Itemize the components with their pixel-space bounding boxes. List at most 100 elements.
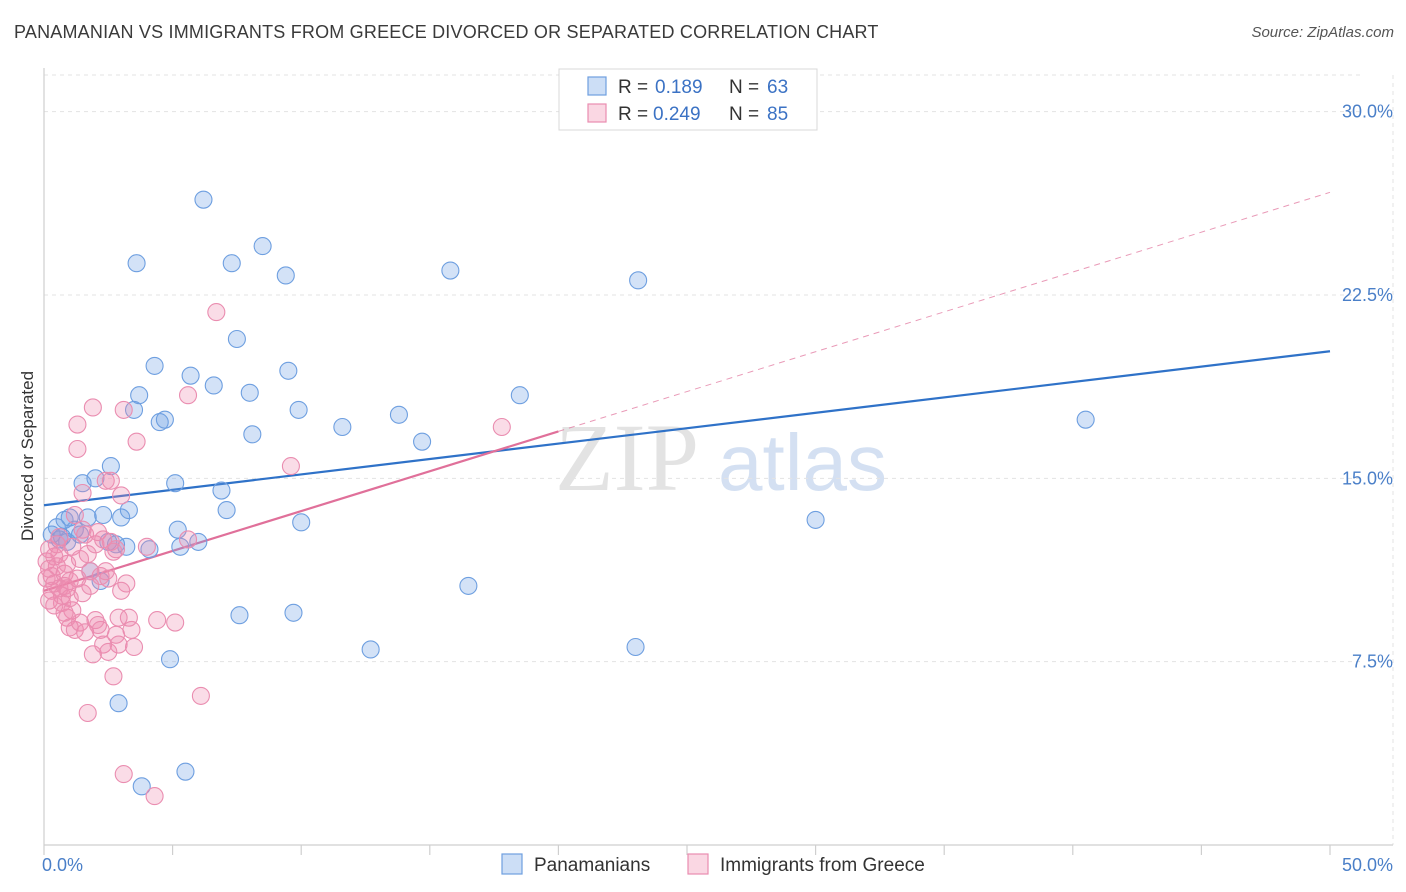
point-blue — [1076, 410, 1095, 429]
point-pink — [99, 569, 118, 588]
point-pink — [112, 486, 131, 505]
point-pink — [73, 520, 92, 539]
bottom-legend-swatch-blue — [501, 853, 523, 875]
point-blue — [222, 254, 241, 273]
point-blue — [806, 510, 825, 529]
point-blue — [629, 271, 648, 290]
legend-r-label-2: R = — [618, 104, 648, 125]
point-pink — [50, 527, 69, 547]
legend-n-value-1: 63 — [767, 77, 788, 98]
point-pink — [40, 591, 59, 610]
point-blue — [217, 501, 236, 520]
point-blue — [140, 540, 159, 559]
point-pink — [137, 537, 156, 556]
point-pink — [148, 611, 167, 630]
point-blue — [289, 400, 308, 419]
point-blue — [130, 386, 149, 405]
chart-title: PANAMANIAN VS IMMIGRANTS FROM GREECE DIV… — [14, 22, 879, 42]
point-blue — [227, 329, 246, 349]
point-pink — [492, 417, 511, 437]
point-pink — [73, 483, 92, 503]
point-pink — [99, 642, 118, 661]
point-blue — [181, 366, 200, 385]
point-pink — [112, 581, 131, 600]
point-blue — [389, 405, 408, 424]
point-blue — [333, 417, 352, 437]
legend-n-value-2: 85 — [767, 104, 788, 125]
point-blue — [150, 413, 169, 432]
bottom-legend-label-2: Immigrants from Greece — [720, 855, 925, 876]
watermark-atlas: atlas — [718, 418, 887, 507]
y-tick-label: 22.5% — [1342, 285, 1393, 305]
point-pink — [178, 530, 198, 549]
trend-line-pink — [43, 430, 559, 592]
point-pink — [83, 398, 102, 417]
point-pink — [122, 620, 141, 639]
point-pink — [96, 471, 115, 490]
point-pink — [281, 457, 300, 476]
point-pink — [101, 471, 120, 490]
legend-r-value-2: 0.249 — [653, 104, 701, 125]
point-pink — [68, 415, 87, 434]
point-blue — [212, 481, 231, 500]
data-points — [37, 190, 1095, 806]
point-pink — [68, 439, 87, 459]
point-blue — [94, 505, 113, 525]
point-blue — [230, 606, 249, 625]
point-blue — [109, 694, 128, 713]
point-blue — [160, 650, 180, 669]
chart-source: Source: ZipAtlas.com — [1251, 24, 1394, 41]
point-blue — [279, 361, 298, 380]
point-blue — [361, 640, 380, 659]
y-tick-label: 15.0% — [1342, 468, 1393, 488]
point-pink — [109, 635, 128, 654]
point-blue — [176, 762, 195, 781]
y-tick-label: 7.5% — [1352, 652, 1393, 672]
trend-line-extension-pink — [558, 191, 1331, 432]
point-pink — [191, 686, 210, 705]
point-blue — [276, 266, 295, 285]
point-pink — [104, 667, 123, 686]
point-blue — [155, 410, 174, 429]
legend-n-label-2: N = — [729, 104, 759, 125]
point-blue — [626, 637, 645, 657]
bottom-legend-swatch-pink — [687, 853, 709, 875]
point-blue — [127, 254, 146, 273]
point-blue — [194, 190, 213, 209]
point-pink — [106, 540, 126, 559]
point-blue — [112, 508, 131, 527]
point-pink — [114, 765, 133, 784]
point-pink — [207, 303, 226, 322]
point-blue — [292, 513, 311, 532]
legend-r-value-1: 0.189 — [655, 77, 703, 98]
legend-swatch-blue — [587, 76, 607, 96]
point-pink — [166, 613, 185, 632]
point-pink — [86, 611, 105, 630]
point-blue — [253, 237, 272, 256]
point-blue — [132, 777, 151, 796]
point-pink — [114, 400, 133, 419]
point-blue — [284, 603, 303, 622]
point-pink — [65, 505, 84, 525]
point-pink — [70, 613, 90, 632]
x-tick-label-max: 50.0% — [1342, 855, 1393, 875]
point-pink — [96, 562, 115, 581]
point-pink — [88, 615, 108, 635]
point-pink — [127, 432, 146, 451]
point-pink — [78, 703, 97, 723]
trend-lines — [43, 191, 1331, 592]
point-pink — [45, 596, 64, 615]
x-tick-label-min: 0.0% — [42, 855, 83, 875]
point-pink — [109, 608, 128, 627]
trend-line-blue — [43, 350, 1331, 507]
point-blue — [166, 474, 185, 493]
legend-n-label-1: N = — [729, 77, 759, 98]
point-blue — [510, 386, 529, 405]
point-blue — [204, 376, 223, 395]
bottom-legend: Panamanians Immigrants from Greece — [501, 853, 925, 876]
point-pink — [178, 386, 198, 405]
legend: R = 0.189 N = 63 R = 0.249 N = 85 — [558, 68, 818, 131]
y-axis-title: Divorced or Separated — [18, 371, 37, 541]
point-blue — [145, 356, 164, 375]
